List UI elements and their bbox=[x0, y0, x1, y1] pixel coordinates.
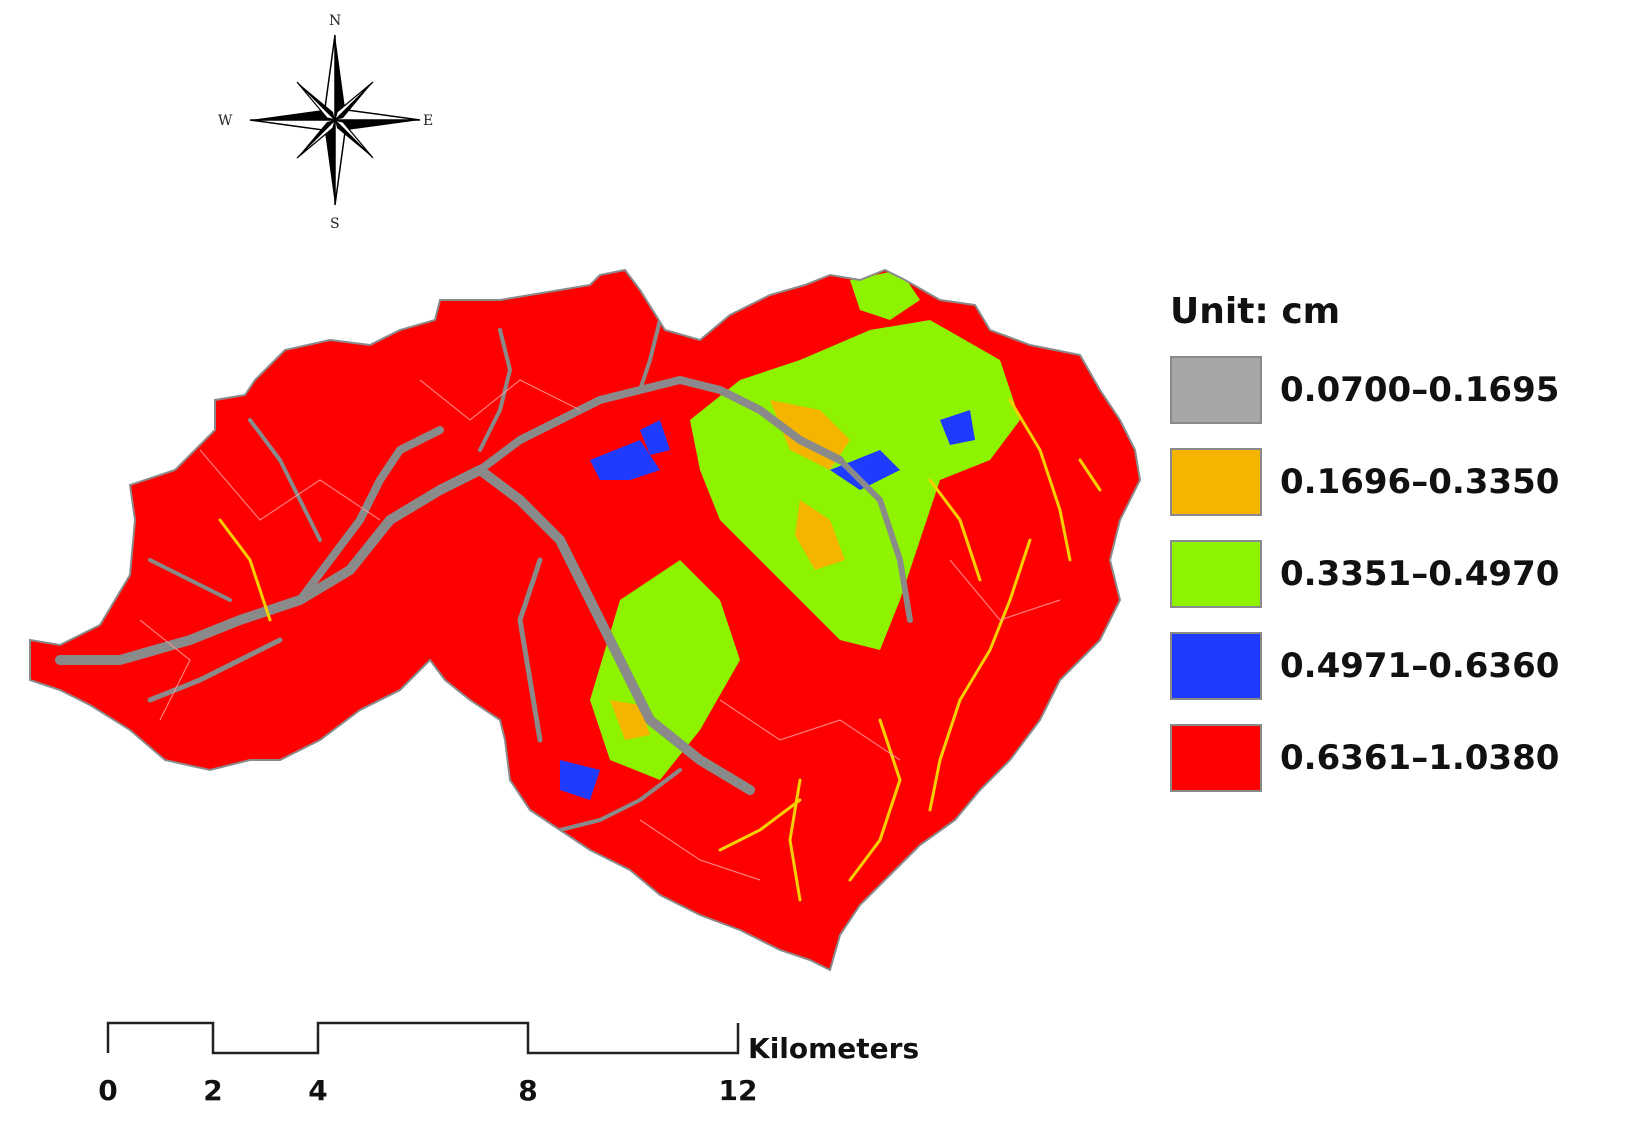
stream-lines bbox=[218, 398, 1102, 902]
legend-item: 0.4971–0.6360 bbox=[1170, 632, 1640, 700]
legend-swatch bbox=[1170, 632, 1262, 700]
compass-west-label: W bbox=[218, 113, 233, 129]
watershed-map bbox=[29, 268, 1142, 972]
map-region-low-class bbox=[795, 500, 845, 570]
scale-bar-unit-label: Kilometers bbox=[748, 1032, 919, 1065]
scale-bar-tick-label: 2 bbox=[203, 1074, 222, 1107]
legend-item: 0.0700–0.1695 bbox=[1170, 356, 1640, 424]
legend-swatch bbox=[1170, 540, 1262, 608]
map-region-moderate-class bbox=[850, 270, 920, 320]
scale-bar: Kilometers 0 2 4 8 12 bbox=[98, 1021, 919, 1107]
legend-label: 0.1696–0.3350 bbox=[1280, 462, 1560, 502]
legend-label: 0.4971–0.6360 bbox=[1280, 646, 1560, 686]
watershed-outline bbox=[29, 268, 1142, 972]
legend-swatch bbox=[1170, 356, 1262, 424]
compass-north-label: N bbox=[329, 13, 341, 29]
compass-east-label: E bbox=[423, 113, 433, 129]
scale-bar-tick-label: 0 bbox=[98, 1074, 117, 1107]
legend-label: 0.3351–0.4970 bbox=[1280, 554, 1560, 594]
north-arrow-compass-rose-icon: N S E W bbox=[218, 13, 433, 232]
legend: Unit: cm 0.0700–0.1695 0.1696–0.3350 0.3… bbox=[1170, 290, 1640, 816]
map-region-medium-high-class bbox=[940, 410, 975, 445]
legend-item: 0.3351–0.4970 bbox=[1170, 540, 1640, 608]
legend-title: Unit: cm bbox=[1170, 291, 1341, 332]
map-region-medium-high-class bbox=[830, 450, 900, 490]
legend-label: 0.0700–0.1695 bbox=[1280, 370, 1560, 410]
map-region-medium-high-class bbox=[590, 440, 660, 480]
legend-label: 0.6361–1.0380 bbox=[1280, 738, 1560, 778]
scale-bar-line bbox=[106, 1021, 740, 1055]
map-region-medium-high-class bbox=[560, 760, 600, 800]
legend-item: 0.1696–0.3350 bbox=[1170, 448, 1640, 516]
scale-bar-tick-label: 8 bbox=[518, 1074, 537, 1107]
drainage-network bbox=[55, 318, 913, 832]
scale-bar-tick-label: 12 bbox=[719, 1074, 758, 1107]
legend-swatch bbox=[1170, 448, 1262, 516]
legend-item: 0.6361–1.0380 bbox=[1170, 724, 1640, 792]
compass-south-label: S bbox=[330, 216, 340, 232]
map-region-medium-high-class bbox=[640, 420, 670, 455]
legend-swatch bbox=[1170, 724, 1262, 792]
scale-bar-tick-label: 4 bbox=[308, 1074, 327, 1107]
subbasin-boundaries bbox=[139, 379, 1061, 881]
